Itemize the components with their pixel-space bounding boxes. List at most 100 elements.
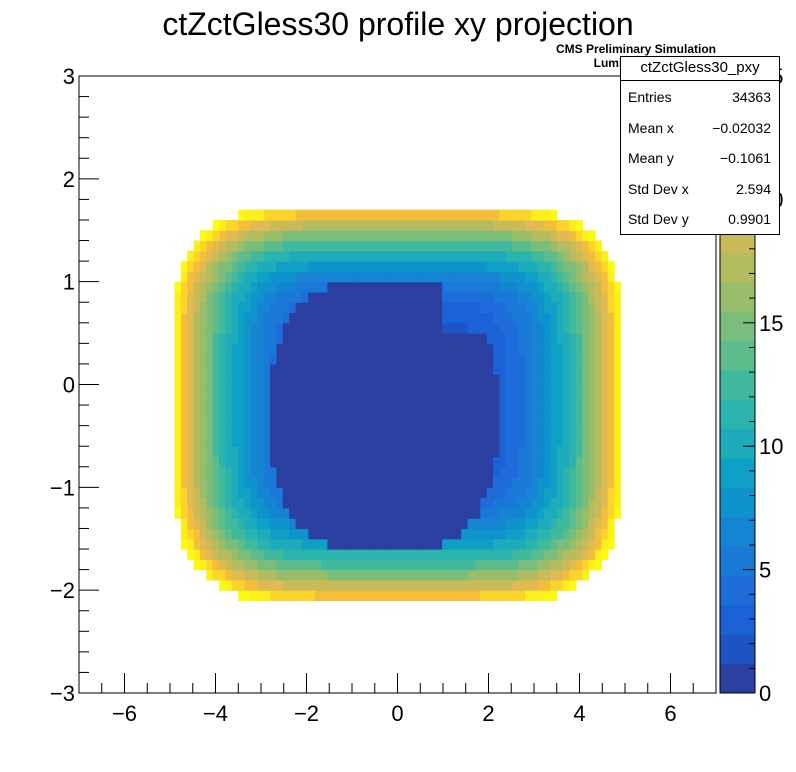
heatmap-cell: [250, 333, 258, 344]
heatmap-cell: [282, 240, 290, 252]
heatmap-cell: [486, 343, 494, 355]
heatmap-cell: [365, 374, 373, 386]
heatmap-cell: [537, 312, 545, 324]
heatmap-cell: [193, 250, 201, 262]
heatmap-cell: [295, 405, 303, 416]
heatmap-cell: [200, 271, 207, 283]
heatmap-cell: [193, 425, 201, 437]
heatmap-cell: [308, 261, 316, 272]
heatmap-cell: [429, 497, 437, 509]
heatmap-cell: [422, 281, 430, 293]
heatmap-cell: [206, 569, 214, 581]
heatmap-cell: [435, 446, 443, 458]
heatmap-cell: [219, 446, 227, 458]
heatmap-cell: [340, 230, 348, 242]
heatmap-cell: [556, 363, 564, 375]
heatmap-cell: [550, 271, 558, 283]
heatmap-cell: [238, 281, 246, 293]
heatmap-cell: [537, 549, 545, 560]
heatmap-cell: [429, 590, 437, 602]
heatmap-cell: [200, 302, 207, 314]
heatmap-cells: [174, 209, 622, 602]
heatmap-cell: [448, 312, 456, 324]
heatmap-cell: [263, 549, 271, 560]
heatmap-cell: [333, 291, 341, 303]
heatmap-cell: [187, 291, 195, 303]
heatmap-cell: [289, 291, 297, 303]
heatmap-cell: [429, 374, 437, 386]
heatmap-cell: [327, 559, 335, 571]
heatmap-cell: [448, 477, 456, 488]
heatmap-cell: [410, 425, 418, 437]
heatmap-cell: [276, 487, 284, 499]
heatmap-cell: [244, 343, 252, 355]
heatmap-cell: [473, 281, 481, 293]
heatmap-cell: [365, 415, 373, 427]
heatmap-cell: [257, 281, 265, 293]
heatmap-cell: [531, 374, 539, 386]
heatmap-cell: [212, 538, 220, 550]
heatmap-cell: [397, 333, 405, 344]
heatmap-cell: [340, 446, 348, 458]
heatmap-cell: [550, 219, 558, 231]
heatmap-cell: [257, 394, 265, 406]
heatmap-cell: [219, 322, 227, 334]
heatmap-cell: [467, 394, 475, 406]
heatmap-cell: [467, 559, 475, 571]
heatmap-cell: [250, 415, 258, 427]
heatmap-cell: [505, 291, 513, 303]
heatmap-cell: [308, 281, 316, 293]
heatmap-cell: [384, 446, 392, 458]
heatmap-cell: [391, 435, 399, 447]
heatmap-cell: [537, 343, 545, 355]
heatmap-cell: [174, 384, 182, 396]
heatmap-cell: [276, 343, 284, 355]
heatmap-cell: [544, 538, 551, 550]
heatmap-cell: [454, 312, 462, 324]
heatmap-cell: [442, 291, 450, 303]
stats-value: −0.1061: [720, 150, 771, 166]
heatmap-cell: [276, 312, 284, 324]
heatmap-cell: [206, 333, 214, 344]
heatmap-cell: [454, 209, 462, 221]
heatmap-cell: [174, 425, 182, 437]
heatmap-cell: [391, 518, 399, 530]
heatmap-cell: [257, 261, 265, 272]
heatmap-cell: [594, 425, 602, 437]
heatmap-cell: [193, 446, 201, 458]
heatmap-cell: [200, 291, 207, 303]
heatmap-cell: [238, 435, 246, 447]
heatmap-cell: [340, 302, 348, 314]
heatmap-cell: [493, 425, 501, 437]
heatmap-cell: [403, 405, 411, 416]
heatmap-cell: [346, 302, 354, 314]
x-tick-label: 2: [482, 701, 494, 726]
heatmap-cell: [238, 446, 246, 458]
heatmap-cell: [575, 219, 583, 231]
heatmap-cell: [499, 507, 507, 519]
heatmap-cell: [505, 497, 513, 509]
heatmap-cell: [556, 518, 564, 530]
heatmap-cell: [270, 250, 278, 262]
heatmap-cell: [295, 219, 303, 231]
heatmap-cell: [308, 487, 316, 499]
heatmap-cell: [282, 497, 290, 509]
heatmap-cell: [308, 363, 316, 375]
heatmap-cell: [422, 271, 430, 283]
heatmap-cell: [416, 497, 424, 509]
heatmap-cell: [231, 230, 239, 242]
heatmap-cell: [556, 250, 564, 262]
heatmap-cell: [391, 230, 399, 242]
heatmap-cell: [416, 569, 424, 581]
heatmap-cell: [276, 394, 284, 406]
heatmap-cell: [244, 528, 252, 540]
heatmap-cell: [448, 374, 456, 386]
heatmap-cell: [219, 435, 227, 447]
heatmap-cell: [537, 497, 545, 509]
heatmap-cell: [531, 230, 539, 242]
heatmap-cell: [200, 518, 207, 530]
heatmap-cell: [219, 518, 227, 530]
heatmap-cell: [505, 487, 513, 499]
heatmap-cell: [333, 528, 341, 540]
heatmap-cell: [524, 312, 532, 324]
